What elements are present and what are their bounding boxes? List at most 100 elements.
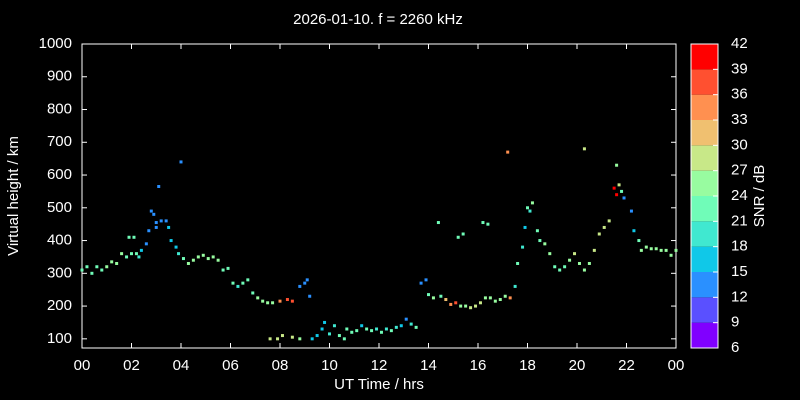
y-tick-label: 200	[47, 297, 72, 314]
data-point	[553, 265, 557, 269]
data-point	[137, 255, 141, 259]
data-point	[521, 245, 525, 249]
data-point	[486, 222, 490, 226]
data-point	[120, 252, 124, 256]
data-point	[201, 253, 205, 257]
data-point	[236, 284, 240, 288]
colorbar-tick-label: 42	[731, 35, 748, 52]
data-point	[196, 255, 200, 259]
colorbar-segment	[691, 120, 718, 146]
data-point	[177, 252, 181, 256]
x-tick-label: 08	[272, 357, 289, 374]
data-point	[211, 255, 215, 259]
colorbar-tick-label: 21	[731, 212, 748, 229]
data-point	[478, 301, 482, 305]
colorbar-tick-label: 39	[731, 60, 748, 77]
data-point	[573, 252, 577, 256]
data-point	[105, 265, 109, 269]
data-point	[615, 193, 619, 197]
data-point	[152, 212, 156, 216]
data-point	[602, 225, 606, 229]
colorbar-segment	[691, 272, 718, 298]
data-point	[483, 296, 487, 300]
colorbar-segment	[691, 145, 718, 171]
data-point	[179, 160, 183, 164]
data-point	[508, 296, 512, 300]
data-point	[498, 298, 502, 302]
x-tick-label: 22	[618, 357, 635, 374]
colorbar-tick-label: 30	[731, 136, 748, 153]
data-point	[414, 325, 418, 329]
data-point	[530, 201, 534, 205]
data-point	[226, 266, 230, 270]
colorbar-tick-label: 12	[731, 288, 748, 305]
data-point	[587, 261, 591, 265]
colorbar-segment	[691, 94, 718, 120]
data-point	[186, 261, 190, 265]
colorbar-segment	[691, 170, 718, 196]
colorbar-segment	[691, 221, 718, 247]
data-point	[654, 247, 658, 251]
data-point	[154, 225, 158, 229]
data-point	[278, 299, 282, 303]
data-point	[157, 185, 161, 188]
data-point	[526, 206, 529, 210]
data-point	[419, 281, 423, 285]
data-point	[615, 163, 619, 167]
data-point	[206, 257, 210, 261]
data-point	[568, 258, 572, 262]
data-point	[342, 337, 346, 341]
data-point	[493, 299, 497, 303]
data-point	[261, 299, 265, 303]
y-tick-label: 700	[47, 133, 72, 150]
data-point	[424, 278, 428, 282]
data-point	[535, 229, 539, 233]
data-point	[125, 255, 129, 259]
data-point	[629, 209, 633, 213]
data-point	[389, 329, 393, 333]
x-tick-label: 00	[74, 357, 91, 374]
data-point	[632, 229, 636, 233]
x-tick-label: 16	[470, 357, 487, 374]
data-point	[449, 302, 453, 306]
y-tick-label: 900	[47, 68, 72, 85]
data-point	[191, 258, 195, 262]
data-point	[582, 268, 586, 272]
data-point	[251, 291, 255, 295]
data-point	[563, 265, 567, 269]
data-point	[384, 327, 388, 331]
data-point	[169, 239, 173, 243]
data-point	[332, 324, 336, 328]
data-point	[592, 248, 596, 252]
y-tick-label: 400	[47, 232, 72, 249]
data-point	[528, 209, 532, 213]
data-point	[488, 296, 492, 300]
data-point	[139, 248, 143, 252]
data-point	[231, 281, 235, 285]
data-point	[582, 147, 586, 151]
data-point	[379, 330, 383, 334]
data-point	[285, 298, 289, 302]
data-point	[523, 225, 527, 229]
data-point	[298, 284, 302, 288]
data-point	[132, 235, 136, 239]
data-point	[439, 294, 443, 298]
data-point	[337, 334, 341, 338]
colorbar-segment	[691, 246, 718, 272]
data-point	[290, 335, 294, 339]
data-point	[308, 294, 312, 298]
data-point	[345, 327, 349, 331]
x-tick-label: 04	[173, 357, 190, 374]
data-point	[674, 248, 678, 252]
y-tick-label: 300	[47, 264, 72, 281]
x-tick-label: 18	[519, 357, 536, 374]
data-point	[639, 248, 643, 252]
data-point	[154, 221, 158, 225]
data-point	[310, 337, 314, 341]
colorbar-tick-label: 27	[731, 162, 748, 179]
data-point	[375, 327, 379, 331]
data-point	[256, 296, 260, 300]
data-point	[427, 293, 430, 297]
data-point	[266, 301, 270, 305]
